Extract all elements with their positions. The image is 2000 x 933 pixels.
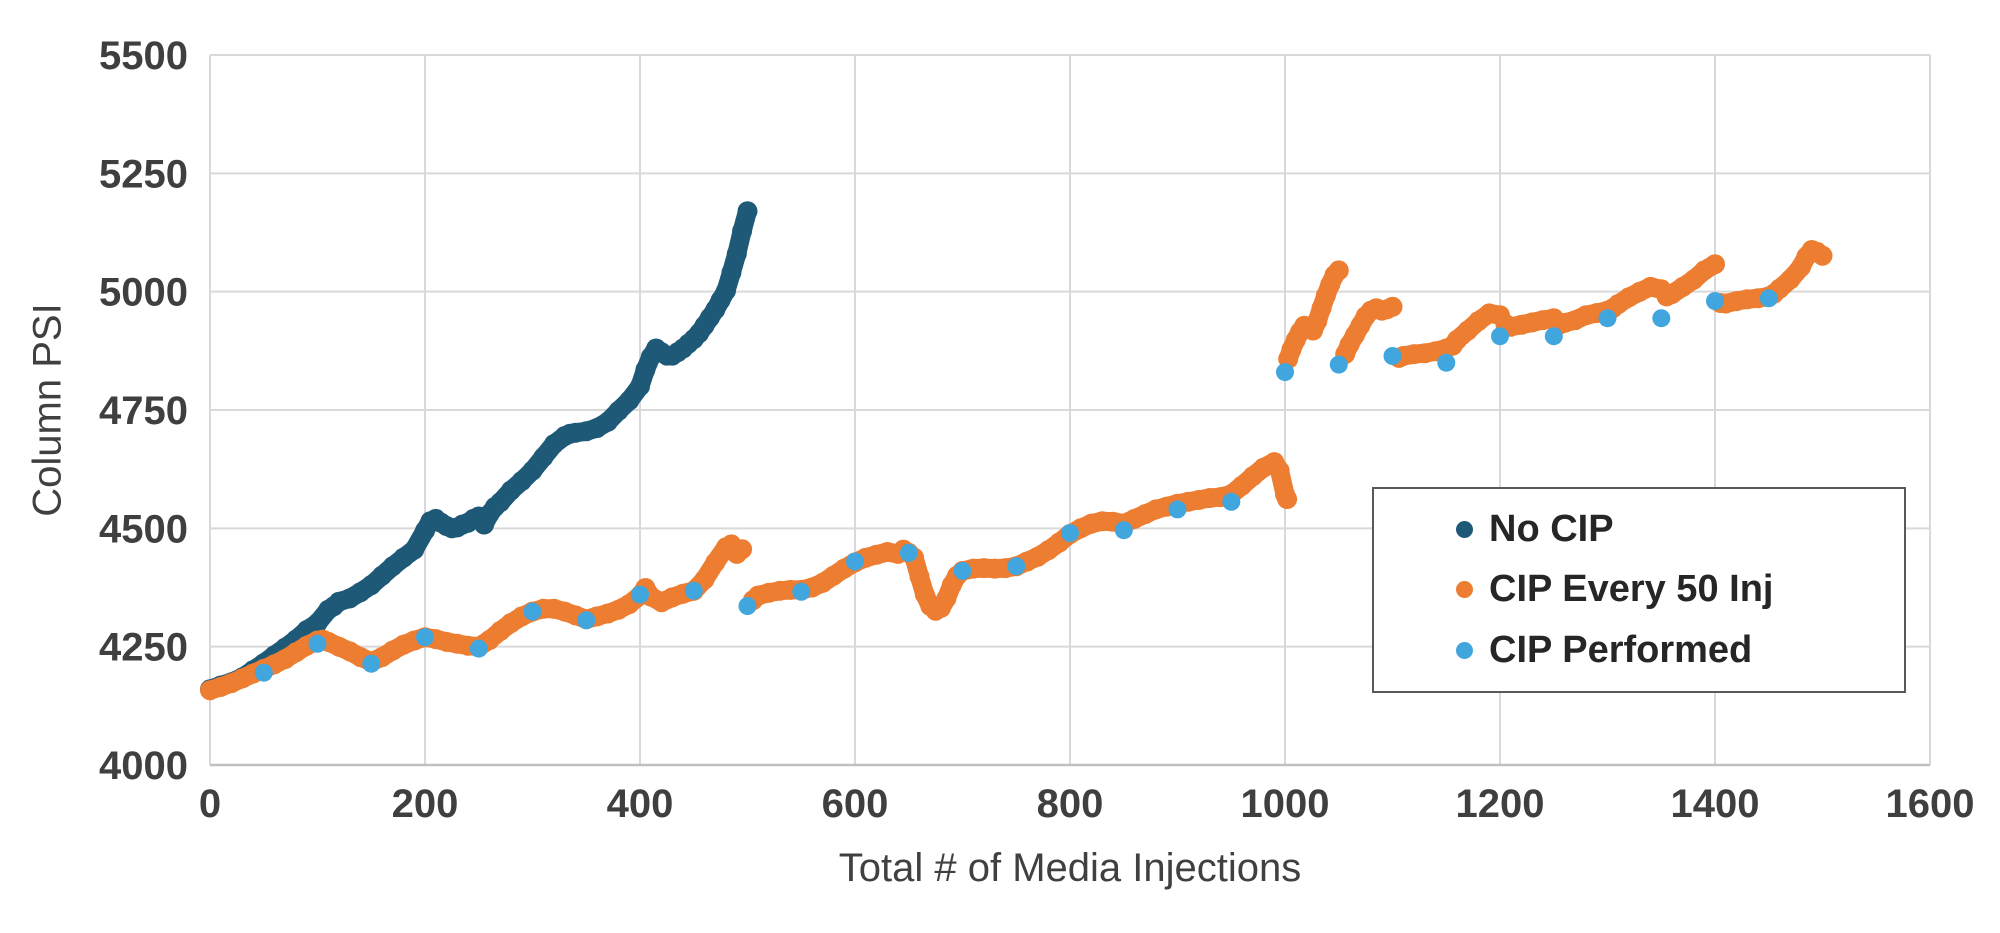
svg-text:1400: 1400 [1671, 782, 1760, 826]
svg-text:4500: 4500 [99, 507, 188, 551]
legend: No CIP CIP Every 50 Inj CIP Performed [1372, 487, 1906, 693]
legend-marker-no-cip-icon [1456, 520, 1473, 538]
svg-text:5500: 5500 [99, 34, 188, 78]
svg-text:600: 600 [822, 782, 889, 826]
svg-text:1200: 1200 [1456, 782, 1545, 826]
legend-marker-cip-performed-icon [1456, 642, 1473, 660]
legend-item: No CIP [1456, 508, 1904, 551]
svg-text:1000: 1000 [1241, 782, 1330, 826]
svg-text:200: 200 [392, 782, 459, 826]
legend-label-cip-every-50: CIP Every 50 Inj [1489, 568, 1774, 611]
svg-text:400: 400 [607, 782, 674, 826]
svg-text:800: 800 [1037, 782, 1104, 826]
svg-text:4750: 4750 [99, 389, 188, 433]
svg-text:5250: 5250 [99, 152, 188, 196]
legend-label-no-cip: No CIP [1489, 507, 1614, 550]
svg-text:4250: 4250 [99, 626, 188, 670]
svg-text:5000: 5000 [99, 271, 188, 315]
svg-text:1600: 1600 [1886, 782, 1975, 826]
svg-text:0: 0 [199, 782, 221, 826]
legend-item: CIP Every 50 Inj [1456, 568, 1904, 611]
legend-marker-cip-every-50-icon [1456, 581, 1473, 599]
svg-text:4000: 4000 [99, 744, 188, 788]
x-axis-title: Total # of Media Injections [838, 846, 1302, 890]
legend-label-cip-performed: CIP Performed [1489, 629, 1753, 672]
legend-item: CIP Performed [1456, 629, 1904, 672]
y-axis-title: Column PSI [25, 303, 70, 517]
